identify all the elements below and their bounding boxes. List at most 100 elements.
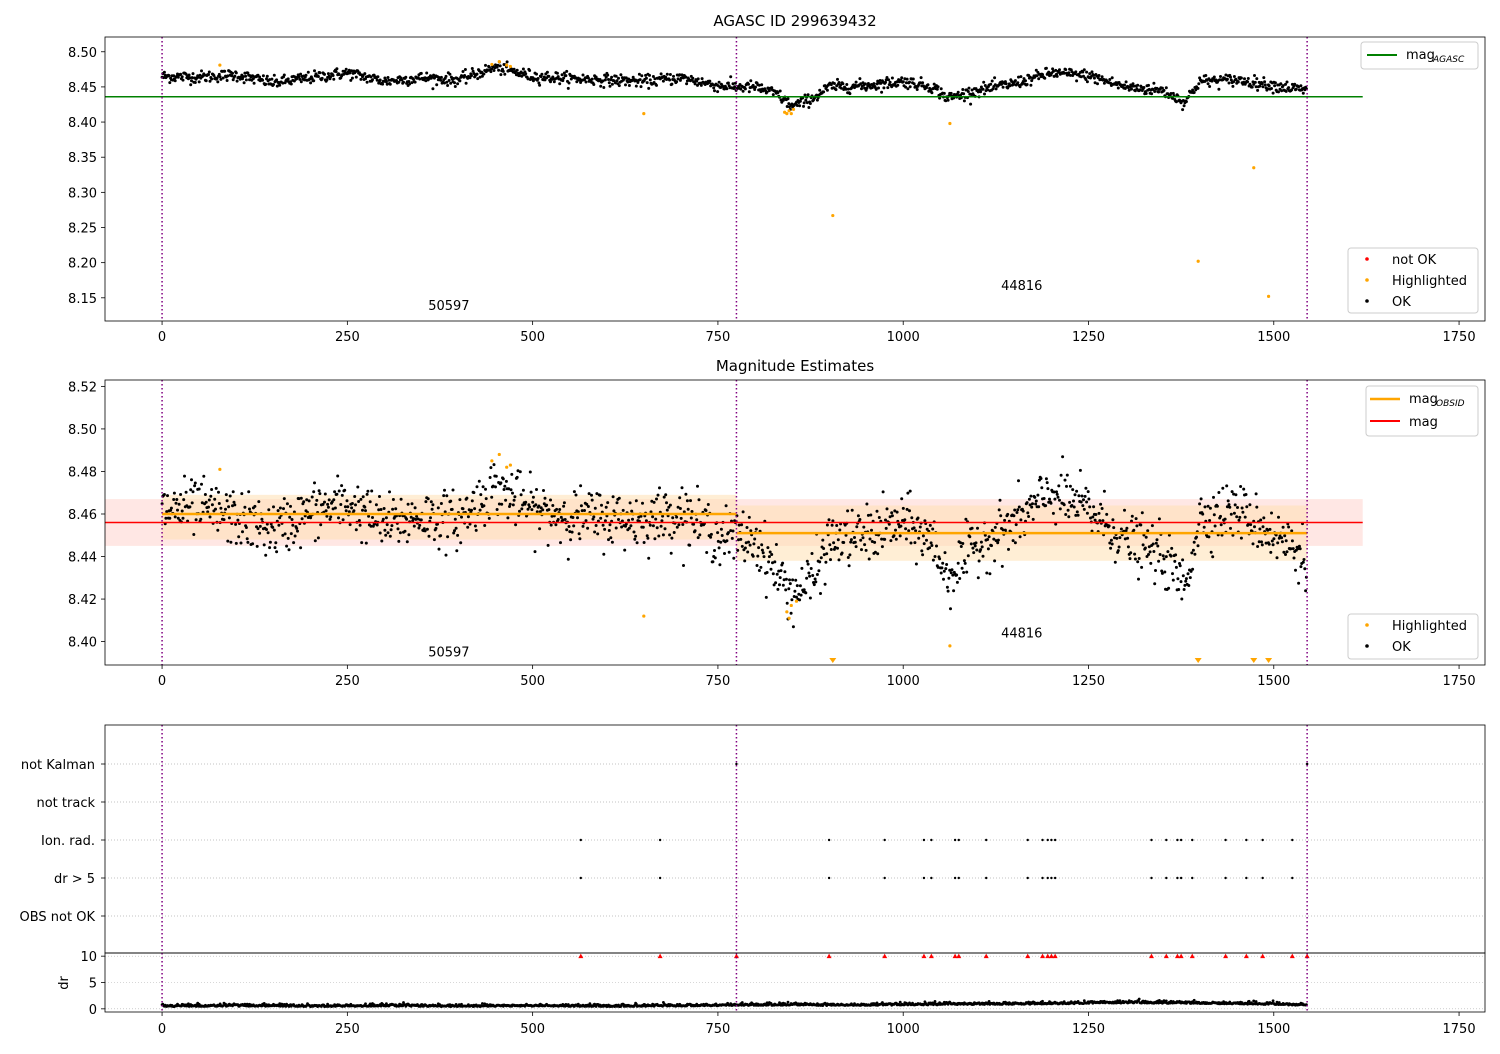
ok-point [173, 515, 177, 519]
ok-point [1196, 86, 1200, 90]
ok-point [497, 68, 501, 72]
obsid-label: 44816 [1001, 626, 1042, 641]
ok-point [1042, 497, 1046, 500]
ok-point [913, 541, 917, 545]
obsid-label: 50597 [428, 645, 469, 660]
ok-point [932, 82, 936, 86]
ok-point [678, 73, 682, 77]
ok-point [397, 80, 401, 84]
ok-point [268, 540, 272, 544]
ok-point [494, 485, 497, 489]
ok-point [508, 502, 512, 506]
ok-point [233, 74, 237, 78]
ok-point [1075, 79, 1079, 83]
ok-point [260, 517, 264, 521]
ok-point [1208, 519, 1212, 522]
ok-point [765, 90, 769, 94]
ok-point [1225, 505, 1229, 509]
ok-point [1266, 87, 1270, 91]
ok-point [885, 76, 889, 79]
ok-point [459, 541, 463, 545]
ok-point [470, 74, 473, 78]
ok-point [556, 75, 560, 79]
dr-flag-point [1291, 876, 1294, 880]
ok-point [299, 546, 303, 550]
ok-point [1201, 512, 1205, 516]
ok-point [653, 77, 657, 81]
ok-point [907, 529, 911, 533]
dr-point [1041, 999, 1044, 1003]
ok-point [1284, 89, 1288, 93]
ok-point [324, 509, 328, 513]
ok-point [603, 519, 607, 523]
ok-point [370, 489, 374, 493]
ok-point [439, 534, 443, 538]
ok-point [1078, 468, 1082, 472]
ok-point [1264, 541, 1268, 545]
ok-point [930, 91, 934, 95]
ok-point [499, 73, 503, 77]
ok-point [1084, 486, 1088, 490]
ok-point [562, 71, 566, 75]
ok-point [787, 102, 791, 106]
ok-point [309, 516, 313, 520]
ok-point [1174, 553, 1178, 557]
ok-point [1209, 550, 1213, 554]
ok-point [914, 529, 918, 533]
ok-point [1056, 495, 1060, 499]
ok-point [748, 543, 752, 547]
ok-point [684, 75, 688, 79]
ok-point [214, 507, 217, 511]
panel2-legend-points [1347, 613, 1479, 660]
ok-point [988, 572, 992, 576]
ok-point [1203, 505, 1207, 509]
ok-point [446, 535, 450, 539]
ok-point [977, 559, 981, 563]
ok-point [490, 495, 494, 499]
ok-point [281, 533, 285, 537]
ok-point [994, 539, 998, 543]
ok-point [181, 78, 185, 82]
ok-point [465, 496, 469, 500]
ok-point [1267, 84, 1271, 88]
ok-point [473, 524, 477, 528]
ion-rad-flag-point [957, 838, 960, 842]
ok-point [855, 525, 859, 529]
ok-point [650, 499, 654, 503]
ok-point [460, 515, 463, 519]
ok-point [235, 79, 239, 83]
legend-point-swatch [1365, 623, 1369, 627]
ok-point [736, 548, 740, 552]
ok-point [297, 497, 301, 501]
ok-point [265, 74, 269, 78]
ok-point [162, 76, 166, 80]
ok-point [905, 77, 909, 81]
ok-point [484, 497, 488, 501]
ok-point [423, 76, 427, 80]
ok-point [542, 489, 545, 492]
ok-point [282, 497, 286, 501]
ok-point [1044, 66, 1048, 70]
dr-point [661, 1004, 664, 1008]
ok-point [335, 492, 339, 496]
ok-point [350, 502, 354, 505]
ok-point [482, 504, 486, 508]
dr-flag-point [1053, 876, 1057, 880]
ok-point [793, 589, 797, 593]
ok-point [917, 536, 921, 540]
ok-point [868, 537, 872, 541]
x-tick-label: 1500 [1257, 674, 1290, 689]
ok-point [680, 486, 684, 490]
ok-point [979, 548, 983, 552]
dr-flag-point [985, 876, 988, 880]
ok-point [751, 554, 755, 558]
ok-point [1065, 473, 1069, 477]
ok-point [539, 506, 543, 510]
ok-point [1066, 508, 1070, 512]
ok-point [870, 540, 874, 543]
ok-point [1116, 549, 1120, 553]
ok-point [234, 71, 238, 75]
flag-category-label: not track [36, 796, 95, 811]
ok-point [1191, 548, 1195, 552]
ok-point [603, 78, 607, 82]
